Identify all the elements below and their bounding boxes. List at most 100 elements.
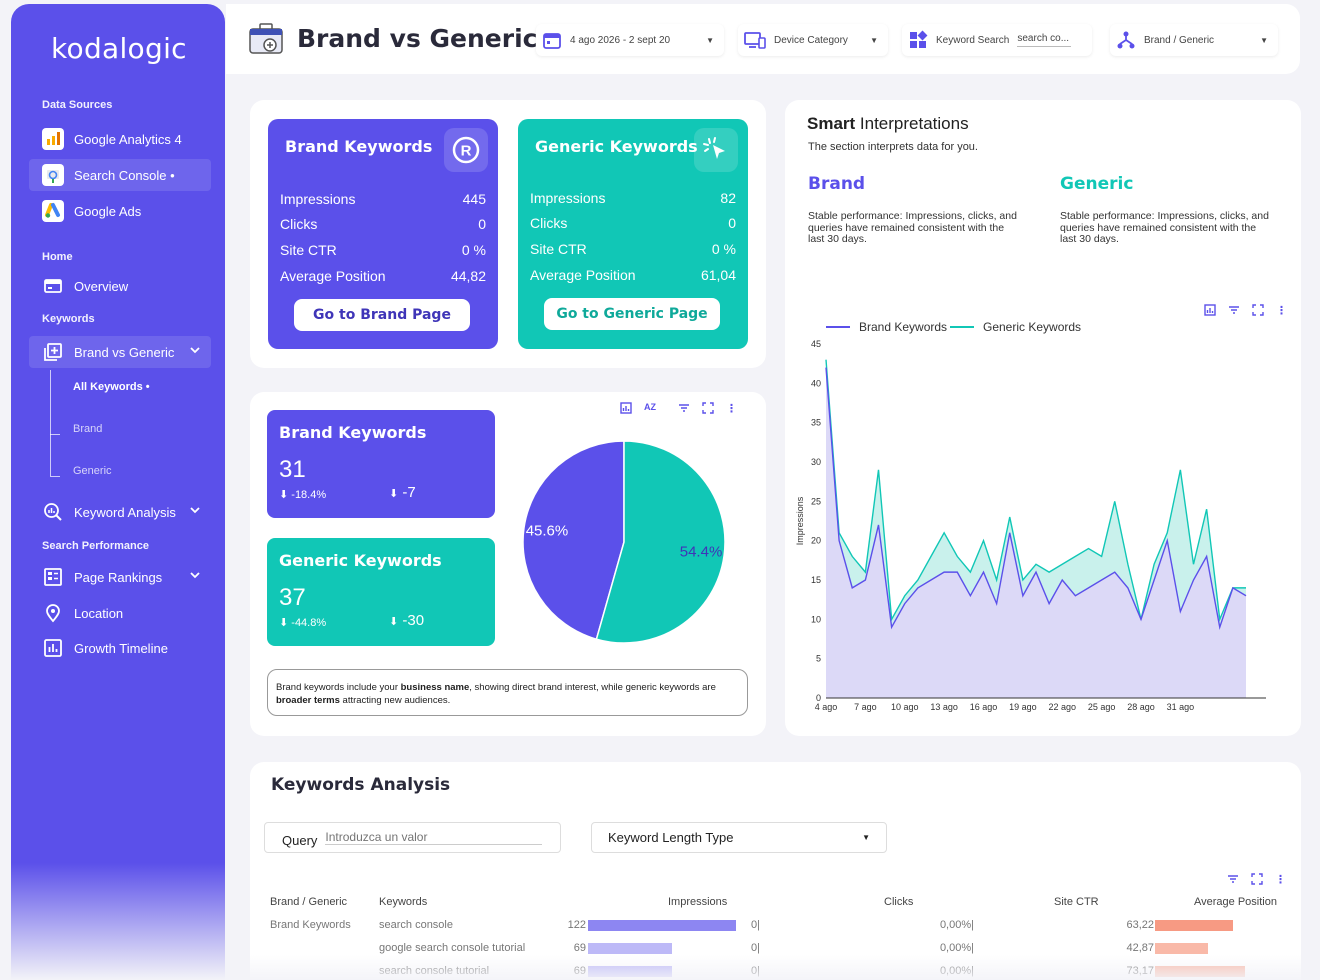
card-title: Generic Keywords (535, 137, 698, 156)
pie-toolbar: AZ ⋮ (620, 402, 737, 417)
card-title: Brand Keywords (285, 137, 433, 156)
chevron-down-icon[interactable] (189, 569, 201, 584)
legend-label: Brand Keywords (859, 320, 947, 334)
more-vert-icon[interactable]: ⋮ (726, 403, 737, 415)
metric-label: Site CTR (530, 241, 587, 257)
brand-count-card: Brand Keywords 31 ⬇ -18.4% ⬇ -7 (267, 410, 495, 518)
chart-toolbar: ⋮ (1204, 304, 1287, 319)
note-bold: broader terms (276, 695, 340, 706)
x-tick-label: 28 ago (1127, 702, 1155, 712)
note-text: attracting new audiences. (339, 695, 451, 706)
cell-keyword: google search console tutorial (379, 942, 526, 954)
generic-keywords-card: Generic Keywords Impressions 82 Clicks 0 S… (518, 119, 748, 349)
column-header[interactable]: Keywords (379, 896, 428, 908)
x-tick-label: 13 ago (930, 702, 958, 712)
y-tick-label: 15 (811, 575, 821, 585)
y-axis-label: Impressions (795, 496, 805, 545)
y-tick-label: 45 (811, 339, 821, 349)
percent-value: -18.4% (291, 489, 327, 501)
sidebar-item-location[interactable]: Location (29, 597, 211, 629)
sidebar: kodalogic Data Sources Google Analytics … (11, 4, 225, 980)
page-header: Brand vs Generic 4 ago 2026 - 2 sept 20 … (226, 4, 1300, 74)
sidebar-subitem-generic[interactable]: Generic (73, 465, 112, 477)
section-home: Home (42, 251, 73, 263)
devices-icon (744, 31, 766, 49)
sidebar-item-ga4[interactable]: Google Analytics 4 (29, 123, 211, 155)
column-header[interactable]: Impressions (668, 896, 728, 908)
go-to-brand-button[interactable]: Go to Brand Page (294, 299, 470, 331)
impressions-bar (588, 920, 736, 931)
fullscreen-icon[interactable] (702, 402, 714, 417)
sidebar-item-growth-timeline[interactable]: Growth Timeline (29, 632, 211, 664)
keyword-search-input[interactable]: search co... (1017, 33, 1072, 47)
y-tick-label: 40 (811, 378, 821, 388)
section-data-sources: Data Sources (42, 99, 113, 111)
pie-label: 54.4% (680, 544, 723, 561)
location-pin-icon (42, 602, 64, 624)
chevron-down-icon[interactable] (189, 504, 201, 519)
metric-value: 445 (462, 191, 486, 207)
fullscreen-icon[interactable] (1252, 304, 1264, 319)
sidebar-item-keyword-analysis[interactable]: Keyword Analysis (29, 496, 211, 528)
tree-line (50, 370, 51, 476)
percent-value: -44.8% (291, 617, 327, 629)
filter-icon[interactable] (1227, 873, 1239, 888)
column-header[interactable]: Brand / Generic (270, 896, 348, 908)
query-input[interactable] (325, 830, 543, 845)
sidebar-subitem-all-keywords[interactable]: All Keywords • (73, 381, 150, 393)
cell-impressions: 69 (573, 942, 586, 954)
keyword-search-filter[interactable]: Keyword Search search co... (902, 24, 1092, 56)
metric-row: Clicks 0 (280, 216, 486, 232)
filter-icon[interactable] (678, 402, 690, 417)
widgets-icon (908, 30, 928, 50)
delta-change: ⬇ -30 (389, 612, 424, 629)
column-header[interactable]: Site CTR (1054, 896, 1099, 908)
interp-brand-title: Brand (808, 174, 866, 194)
y-tick-label: 25 (811, 496, 821, 506)
sidebar-item-search-console[interactable]: Search Console • (29, 159, 211, 191)
metric-row: Site CTR 0 % (280, 242, 486, 258)
table-toolbar: ⋮ (1227, 873, 1286, 888)
note-bold: business name (400, 682, 470, 693)
cell-ctr: 0,00%| (939, 942, 974, 954)
card-title: Brand Keywords (279, 423, 427, 442)
smart-title: Smart Interpretations (807, 114, 969, 134)
brand-area (826, 367, 1246, 698)
metric-label: Impressions (280, 191, 356, 207)
metric-value: 61,04 (700, 267, 736, 283)
device-category-filter[interactable]: Device Category ▼ (738, 24, 888, 56)
chevron-down-icon[interactable] (189, 344, 201, 359)
cell-impressions: 122 (567, 919, 586, 931)
fullscreen-icon[interactable] (1251, 873, 1263, 888)
filter-icon[interactable] (1228, 304, 1240, 319)
pie-slice-generic-keywords (595, 440, 726, 644)
down-arrow-icon: ⬇ (389, 488, 399, 500)
sort-az-icon[interactable]: AZ (644, 402, 656, 412)
y-tick-label: 30 (811, 457, 821, 467)
sidebar-item-label: Keyword Analysis (74, 504, 176, 520)
column-header[interactable]: Clicks (884, 896, 914, 908)
column-header[interactable]: Average Position (1194, 896, 1277, 908)
cell-position: 63,22 (1126, 919, 1154, 931)
device-category-label: Device Category (774, 34, 848, 46)
go-to-generic-button[interactable]: Go to Generic Page (544, 298, 720, 330)
keyword-length-select[interactable]: Keyword Length Type ▼ (591, 822, 887, 853)
chart-insights-icon[interactable] (620, 402, 632, 417)
brand-generic-filter[interactable]: Brand / Generic ▼ (1110, 24, 1278, 56)
metric-row: Average Position 61,04 (530, 267, 736, 283)
date-range-filter[interactable]: 4 ago 2026 - 2 sept 20 ▼ (536, 24, 724, 56)
more-vert-icon[interactable]: ⋮ (1276, 305, 1287, 317)
chart-insights-icon[interactable] (1204, 304, 1216, 319)
more-vert-icon[interactable]: ⋮ (1275, 874, 1286, 886)
sidebar-item-google-ads[interactable]: Google Ads (29, 195, 211, 227)
sidebar-item-brand-vs-generic[interactable]: Brand vs Generic (29, 336, 211, 368)
sidebar-item-overview[interactable]: Overview (29, 270, 211, 302)
sidebar-subitem-brand[interactable]: Brand (73, 423, 103, 435)
sidebar-item-page-rankings[interactable]: Page Rankings (29, 561, 211, 593)
y-tick-label: 35 (811, 418, 821, 428)
cell-ctr: 0,00%| (939, 919, 974, 931)
interp-brand-text: Stable performance: Impressions, clicks,… (808, 210, 1017, 245)
metric-label: Clicks (530, 215, 568, 231)
query-filter[interactable]: Query (264, 822, 561, 853)
metric-row: Impressions 445 (280, 191, 486, 207)
